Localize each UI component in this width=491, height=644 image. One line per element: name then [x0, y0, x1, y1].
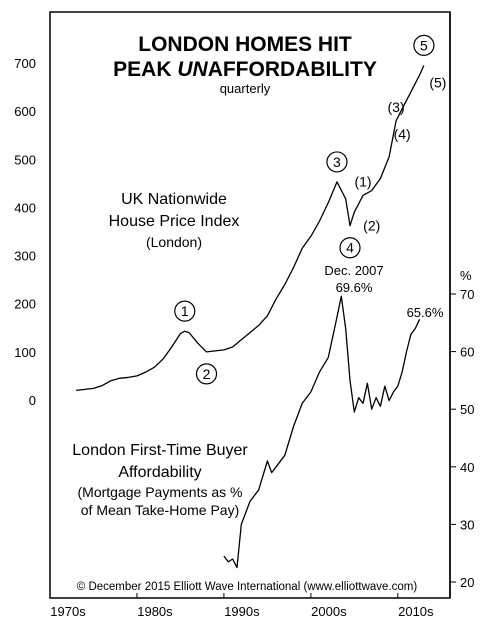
chart-subtitle: quarterly — [220, 81, 271, 96]
wave-label-circle — [174, 300, 196, 322]
wave-label-circle — [339, 237, 361, 259]
wave-label: (3) — [388, 99, 405, 115]
series-1-label-line3: (Mortgage Payments as % — [78, 484, 243, 500]
copyright: © December 2015 Elliott Wave Internation… — [77, 581, 418, 593]
left-tick-label: 100 — [14, 345, 36, 360]
wave-label: 4 — [339, 237, 361, 259]
left-tick-label: 200 — [14, 297, 36, 312]
wave-label: (1) — [354, 173, 371, 189]
left-tick-label: 400 — [14, 200, 36, 215]
left-tick-label: 300 — [14, 249, 36, 264]
chart-title-line2: PEAK UNAFFORDABILITY — [113, 58, 377, 81]
right-axis-unit: % — [460, 268, 472, 283]
wave-label: 5 — [413, 34, 435, 57]
series-1-label-line2: Affordability — [118, 464, 201, 481]
x-tick-label: 1990s — [224, 604, 260, 619]
wave-label-text: (2) — [363, 217, 380, 233]
wave-label: 1 — [174, 300, 196, 322]
peak-annotation-line1: Dec. 2007 — [324, 263, 383, 278]
series-1-label-line1: London First-Time Buyer — [72, 442, 248, 459]
x-tick-label: 2000s — [311, 604, 347, 619]
right-tick-label: 30 — [460, 517, 474, 532]
wave-label-circle — [195, 363, 218, 385]
x-axis: 1970s 1980s 1990s 2000s 2010s — [49, 593, 434, 619]
x-tick-label: 1980s — [137, 604, 173, 619]
wave-label: 3 — [326, 151, 348, 173]
left-tick-label: 500 — [14, 152, 36, 167]
x-tick-label: 2010s — [398, 604, 434, 619]
wave-label-text: 4 — [346, 240, 354, 256]
series-1-line — [223, 295, 421, 569]
right-tick-label: 50 — [460, 402, 474, 417]
series-lines — [76, 65, 425, 569]
left-tick-label: 0 — [29, 393, 36, 408]
series-1-label-line4: of Mean Take-Home Pay) — [81, 502, 239, 518]
wave-label-text: (3) — [388, 99, 405, 115]
chart-title-line1: LONDON HOMES HIT — [138, 33, 352, 56]
wave-labels: 1 2 3 4 5 (1) (2) (3) (4) (5) — [174, 34, 446, 385]
wave-label-text: 3 — [333, 154, 341, 170]
left-tick-label: 600 — [14, 104, 36, 119]
right-axis: 70 60 50 40 30 20 — [449, 12, 474, 598]
wave-label: (2) — [363, 217, 380, 233]
right-tick-label: 70 — [460, 287, 474, 302]
wave-label: (4) — [394, 126, 411, 142]
wave-label-text: (5) — [429, 74, 446, 90]
wave-label: 2 — [195, 363, 218, 385]
latest-annotation: 65.6% — [407, 305, 444, 320]
wave-label-circle — [413, 34, 435, 57]
wave-label-text: 1 — [181, 303, 189, 319]
wave-label-text: 2 — [203, 366, 211, 382]
series-0-line — [76, 65, 425, 392]
wave-label-text: 5 — [420, 37, 428, 53]
right-tick-label: 40 — [460, 460, 474, 475]
left-tick-label: 700 — [14, 56, 36, 71]
series-0-label-line2: House Price Index — [109, 213, 240, 230]
x-tick-label: 1970s — [50, 604, 86, 619]
series-0-label-line3: (London) — [146, 234, 202, 250]
wave-label: (5) — [429, 74, 446, 90]
right-tick-label: 60 — [460, 345, 474, 360]
series-1-label: London First-Time Buyer Affordability (M… — [72, 442, 248, 518]
wave-label-text: (4) — [394, 126, 411, 142]
right-tick-label: 20 — [460, 575, 474, 590]
series-0-label-line1: UK Nationwide — [121, 191, 227, 208]
peak-annotation-line2: 69.6% — [336, 280, 373, 295]
left-axis: 700 600 500 400 300 200 100 0 — [14, 56, 36, 408]
wave-label-text: (1) — [354, 173, 371, 189]
wave-label-circle — [326, 151, 348, 173]
series-0-label: UK Nationwide House Price Index (London) — [109, 191, 240, 250]
